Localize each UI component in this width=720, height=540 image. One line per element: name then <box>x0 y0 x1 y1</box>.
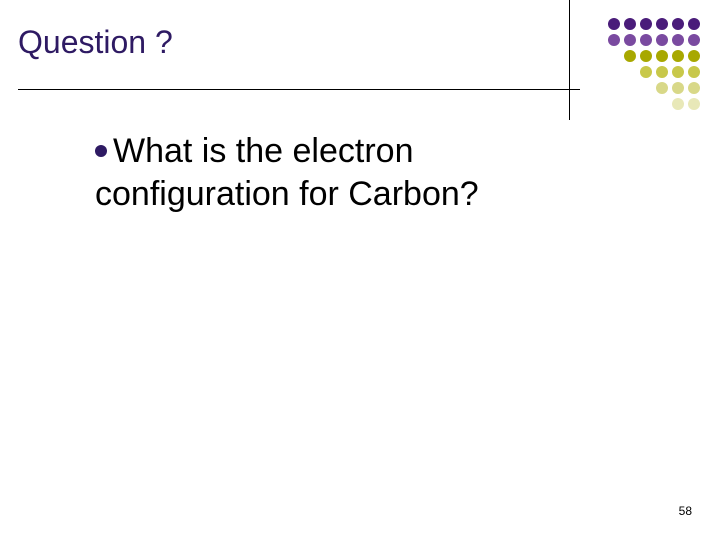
dot-icon <box>624 98 636 110</box>
dot-icon <box>608 50 620 62</box>
dot-icon <box>688 98 700 110</box>
title-block: Question ? <box>18 24 580 90</box>
dot-icon <box>640 98 652 110</box>
dot-icon <box>624 66 636 78</box>
dot-icon <box>672 34 684 46</box>
dot-icon <box>688 66 700 78</box>
dot-icon <box>624 82 636 94</box>
dot-icon <box>624 50 636 62</box>
dot-icon <box>672 50 684 62</box>
dot-icon <box>672 18 684 30</box>
dot-icon <box>608 82 620 94</box>
dot-icon <box>672 82 684 94</box>
dot-icon <box>624 34 636 46</box>
dot-icon <box>688 82 700 94</box>
slide: Question ? What is the electron configur… <box>0 0 720 540</box>
dot-icon <box>688 18 700 30</box>
dot-icon <box>624 18 636 30</box>
slide-title: Question ? <box>18 24 580 61</box>
dot-icon <box>608 98 620 110</box>
dot-icon <box>656 66 668 78</box>
decorative-dot-grid <box>608 18 700 110</box>
dot-icon <box>672 98 684 110</box>
dot-icon <box>656 18 668 30</box>
dot-icon <box>688 34 700 46</box>
dot-icon <box>656 50 668 62</box>
dot-icon <box>656 34 668 46</box>
dot-icon <box>640 66 652 78</box>
body-text: What is the electron configuration for C… <box>95 130 660 215</box>
dot-icon <box>672 66 684 78</box>
dot-icon <box>640 82 652 94</box>
dot-icon <box>656 98 668 110</box>
page-number: 58 <box>679 504 692 518</box>
dot-icon <box>640 50 652 62</box>
dot-icon <box>656 82 668 94</box>
body-line-2: configuration for Carbon? <box>95 175 479 213</box>
dot-icon <box>640 34 652 46</box>
dot-icon <box>688 50 700 62</box>
dot-icon <box>640 18 652 30</box>
bullet-icon <box>95 145 107 157</box>
dot-icon <box>608 66 620 78</box>
dot-icon <box>608 34 620 46</box>
dot-icon <box>608 18 620 30</box>
body-line-1: What is the electron <box>113 132 413 170</box>
